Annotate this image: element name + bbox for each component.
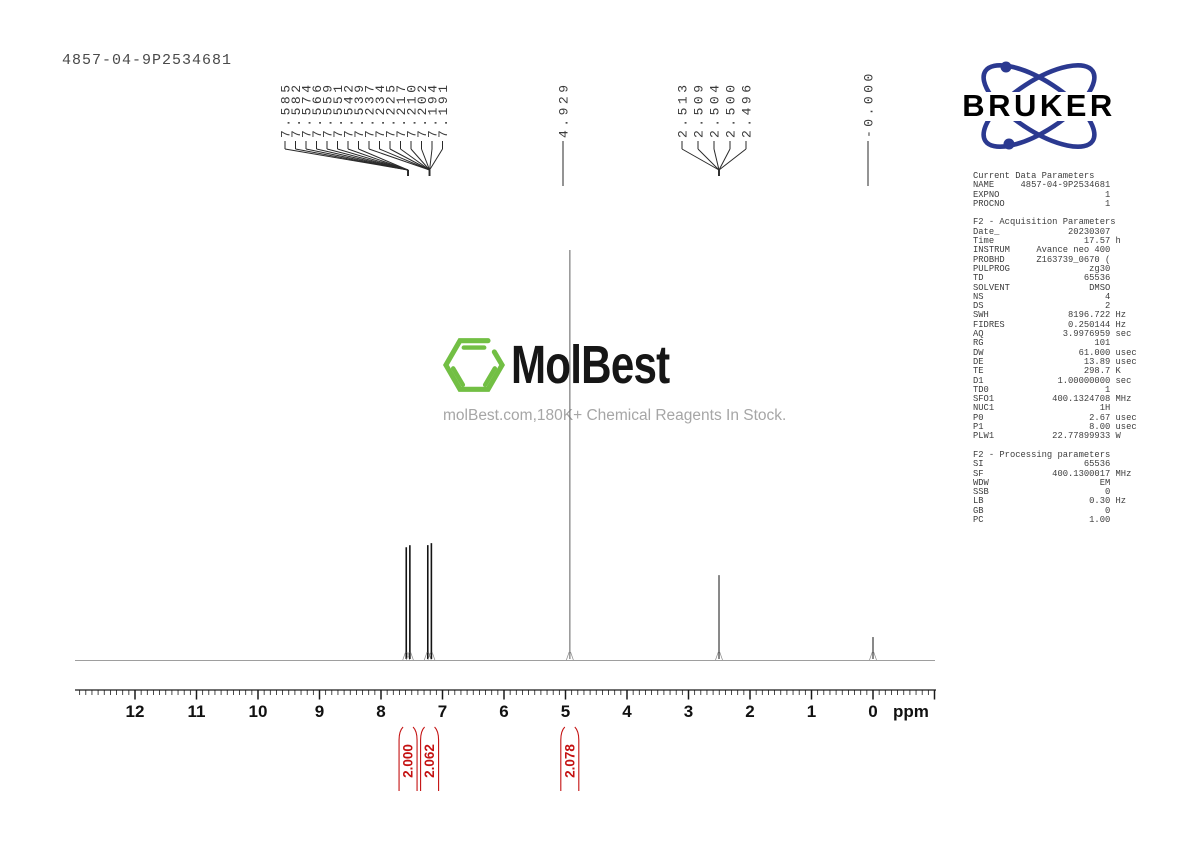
param-row: TE 298.7 K (973, 366, 1121, 377)
svg-text:7.551: 7.551 (331, 81, 346, 138)
molbest-brand-text: MolBest (511, 335, 670, 395)
param-row: NUC1 1H (973, 403, 1111, 414)
param-row: DE 13.89 usec (973, 356, 1137, 367)
svg-text:11: 11 (188, 702, 206, 721)
param-row: GB 0 (973, 505, 1111, 516)
peak-shift-labels: 7.5857.5827.5747.5667.5597.5517.5427.539… (279, 70, 877, 186)
svg-text:7.194: 7.194 (426, 81, 441, 138)
param-row: DW 61.000 usec (973, 347, 1137, 358)
svg-text:2: 2 (745, 702, 754, 721)
svg-text:7.566: 7.566 (310, 81, 325, 138)
svg-text:7: 7 (438, 702, 447, 721)
param-row: PLW1 22.77899933 W (973, 431, 1121, 442)
svg-text:9: 9 (315, 702, 324, 721)
param-row: P1 8.00 usec (973, 422, 1137, 433)
param-row: SWH 8196.722 Hz (973, 310, 1127, 321)
svg-text:7.237: 7.237 (363, 81, 378, 138)
svg-text:7.574: 7.574 (300, 81, 315, 138)
svg-text:10: 10 (249, 702, 268, 721)
param-section-header: Current Data Parameters (973, 171, 1095, 181)
param-row: RG 101 (973, 338, 1111, 349)
svg-text:8: 8 (376, 702, 385, 721)
param-row: LB 0.30 Hz (973, 496, 1127, 507)
molbest-watermark: MolBest molBest.com,180K+ Chemical Reage… (443, 332, 787, 425)
svg-text:4.929: 4.929 (557, 81, 572, 138)
param-row: FIDRES 0.250144 Hz (973, 319, 1127, 330)
param-row: AQ 3.9976959 sec (973, 329, 1132, 340)
x-axis: 12 11 10 9 8 7 6 5 4 3 2 1 0 ppm (75, 689, 936, 721)
svg-text:7.542: 7.542 (342, 81, 357, 138)
bruker-orbits-icon (951, 61, 1127, 150)
param-row: PC 1.00 (973, 514, 1111, 525)
param-row: P0 2.67 usec (973, 412, 1137, 423)
svg-text:7.582: 7.582 (289, 81, 304, 138)
svg-text:0: 0 (868, 702, 877, 721)
svg-text:2.062: 2.062 (422, 744, 437, 778)
svg-text:-0.000: -0.000 (862, 70, 877, 138)
molbest-hexagon-icon (443, 338, 505, 392)
param-row: SSB 0 (973, 487, 1111, 498)
svg-text:2.509: 2.509 (692, 81, 707, 138)
sample-id: 4857-04-9P2534681 (62, 52, 233, 69)
parameter-panel: Current Data Parameters NAME 4857-04-9P25… (973, 171, 1137, 525)
param-row: INSTRUM Avance neo 400 (973, 245, 1111, 256)
param-row: Time 17.57 h (973, 236, 1121, 247)
svg-text:1: 1 (807, 702, 816, 721)
integral-annotations: 2.000 2.062 2.078 (398, 726, 580, 791)
svg-text:2.078: 2.078 (562, 744, 577, 778)
param-section-header: F2 - Acquisition Parameters (973, 217, 1116, 228)
svg-text:5: 5 (561, 702, 570, 721)
svg-text:2.496: 2.496 (740, 81, 755, 138)
bruker-wordmark: BRUKER (962, 88, 1116, 123)
param-section-header: F2 - Processing parameters (973, 449, 1111, 460)
param-row: PROBHD Z163739_0670 ( (973, 254, 1111, 265)
svg-text:7.539: 7.539 (352, 81, 367, 138)
svg-text:7.191: 7.191 (436, 81, 451, 138)
molbest-tagline: molBest.com,180K+ Chemical Reagents In S… (443, 407, 787, 424)
param-row: NAME 4857-04-9P2534681 (973, 180, 1111, 191)
svg-text:2.500: 2.500 (724, 81, 739, 138)
param-row: Date_ 20230307 (973, 226, 1111, 237)
spectrum-trace (75, 250, 935, 661)
param-row: SI 65536 (973, 459, 1111, 470)
param-row: SFO1 400.1324708 MHz (973, 394, 1132, 405)
svg-text:2.504: 2.504 (708, 81, 723, 138)
param-row: DS 2 (973, 301, 1111, 312)
molbest-logo-row: MolBest (443, 332, 755, 398)
param-row: PROCNO 1 (973, 198, 1111, 209)
svg-text:12: 12 (126, 702, 145, 721)
svg-text:2.513: 2.513 (676, 81, 691, 138)
param-row: TD0 1 (973, 384, 1111, 395)
svg-text:7.585: 7.585 (279, 81, 294, 138)
bruker-logo: BRUKER (951, 61, 1127, 150)
svg-text:7.559: 7.559 (321, 81, 336, 138)
param-row: NS 4 (973, 291, 1111, 302)
svg-text:4: 4 (622, 702, 632, 721)
param-row: PULPROG zg30 (973, 263, 1111, 274)
svg-text:7.202: 7.202 (415, 81, 430, 138)
svg-text:6: 6 (499, 702, 508, 721)
param-row: D1 1.00000000 sec (973, 375, 1132, 386)
svg-text:7.234: 7.234 (373, 81, 388, 138)
svg-text:7.210: 7.210 (405, 81, 420, 138)
svg-text:7.217: 7.217 (394, 81, 409, 138)
svg-text:3: 3 (684, 702, 693, 721)
param-row: SOLVENT DMSO (973, 282, 1111, 293)
svg-text:7.225: 7.225 (384, 81, 399, 138)
param-row: TD 65536 (973, 273, 1111, 284)
svg-text:ppm: ppm (893, 702, 929, 721)
svg-text:2.000: 2.000 (401, 744, 416, 778)
param-row: EXPNO 1 (973, 189, 1111, 200)
param-row: SF 400.1300017 MHz (973, 468, 1132, 479)
param-row: WDW EM (973, 477, 1111, 488)
